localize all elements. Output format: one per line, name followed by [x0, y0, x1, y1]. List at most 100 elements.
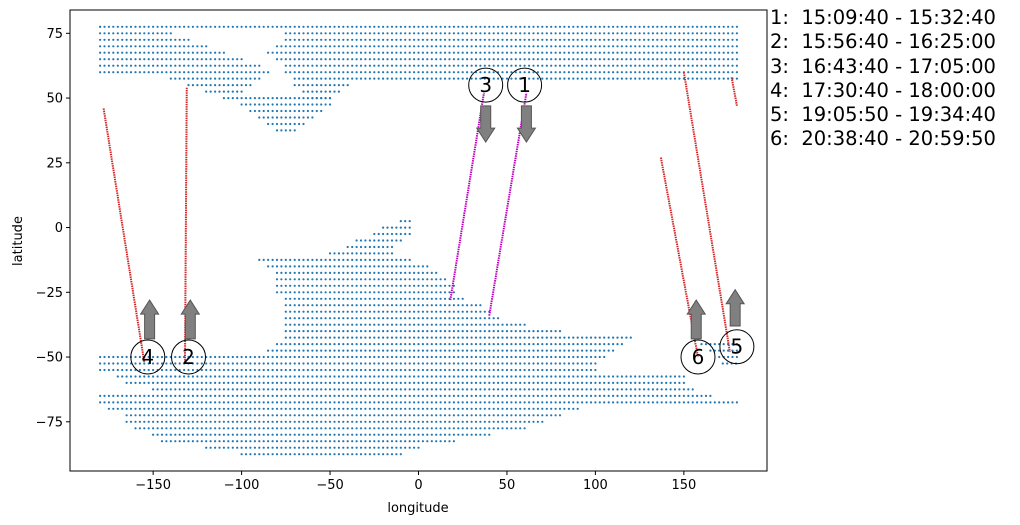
- land-point: [558, 375, 562, 378]
- land-point: [169, 407, 172, 410]
- land-point: [293, 310, 296, 313]
- land-point: [457, 32, 460, 35]
- land-point: [373, 446, 376, 449]
- land-point: [404, 310, 407, 313]
- land-point: [470, 323, 473, 326]
- land-point: [147, 32, 150, 35]
- land-point: [147, 58, 150, 61]
- land-point: [700, 77, 703, 80]
- land-point: [298, 77, 301, 80]
- land-point: [408, 64, 411, 67]
- land-point: [435, 45, 438, 48]
- land-point: [262, 375, 265, 378]
- land-point: [138, 362, 141, 365]
- land-point: [501, 355, 504, 359]
- land-point: [306, 77, 309, 80]
- land-point: [519, 407, 522, 410]
- land-point: [386, 407, 389, 410]
- land-point: [696, 77, 699, 80]
- land-point: [346, 245, 349, 249]
- land-point: [320, 103, 323, 106]
- land-point: [563, 58, 566, 61]
- land-point: [311, 388, 314, 391]
- land-point: [581, 77, 584, 80]
- land-point: [324, 336, 327, 339]
- land-point: [306, 278, 309, 281]
- land-point: [501, 330, 504, 333]
- land-point: [404, 317, 407, 320]
- land-point: [231, 427, 234, 430]
- land-point: [607, 349, 610, 352]
- land-point: [413, 362, 416, 365]
- land-point: [258, 116, 261, 119]
- land-point: [298, 71, 301, 74]
- land-point: [324, 446, 327, 449]
- land-point: [682, 394, 686, 397]
- land-point: [284, 362, 287, 365]
- land-point: [514, 362, 517, 365]
- land-point: [280, 388, 283, 391]
- land-point: [284, 446, 287, 449]
- land-point: [390, 310, 394, 313]
- land-point: [691, 38, 694, 41]
- land-point: [328, 71, 332, 74]
- land-point: [320, 453, 323, 456]
- land-point: [359, 433, 363, 436]
- land-point: [443, 401, 447, 404]
- land-point: [227, 407, 230, 410]
- land-point: [713, 77, 716, 80]
- land-point: [174, 355, 177, 359]
- land-point: [563, 45, 566, 48]
- land-point: [328, 310, 332, 313]
- land-point: [722, 71, 725, 74]
- land-point: [333, 420, 336, 423]
- land-point: [373, 310, 376, 313]
- land-point: [404, 427, 407, 430]
- land-point: [205, 381, 208, 384]
- land-point: [200, 51, 203, 54]
- land-point: [205, 45, 208, 48]
- land-point: [284, 310, 287, 313]
- land-point: [673, 25, 677, 28]
- land-point: [430, 355, 433, 359]
- land-point: [355, 25, 358, 28]
- land-point: [510, 368, 513, 372]
- land-point: [368, 420, 371, 423]
- land-point: [289, 388, 292, 391]
- land-point: [364, 440, 367, 443]
- land-point: [373, 349, 376, 352]
- land-point: [377, 453, 380, 456]
- land-point: [488, 64, 491, 67]
- land-point: [183, 58, 186, 61]
- land-point: [589, 38, 593, 41]
- land-point: [541, 71, 544, 74]
- land-point: [333, 258, 336, 261]
- land-point: [328, 420, 332, 423]
- land-point: [315, 58, 318, 61]
- land-point: [514, 388, 517, 391]
- land-point: [466, 401, 469, 404]
- land-point: [227, 362, 230, 365]
- land-point: [364, 291, 367, 294]
- land-point: [275, 271, 279, 274]
- land-point: [404, 349, 407, 352]
- land-point: [289, 394, 292, 397]
- land-point: [474, 64, 478, 67]
- land-point: [351, 278, 354, 281]
- land-point: [572, 32, 575, 35]
- land-point: [643, 77, 646, 80]
- land-point: [377, 284, 380, 287]
- land-point: [598, 381, 601, 384]
- land-point: [302, 64, 305, 67]
- land-point: [134, 32, 137, 35]
- land-point: [315, 32, 318, 35]
- land-point: [359, 407, 363, 410]
- land-point: [377, 420, 380, 423]
- land-point: [337, 420, 340, 423]
- land-point: [581, 368, 584, 372]
- land-point: [306, 336, 309, 339]
- land-point: [390, 420, 394, 423]
- land-point: [589, 388, 593, 391]
- land-point: [492, 355, 495, 359]
- land-point: [178, 407, 181, 410]
